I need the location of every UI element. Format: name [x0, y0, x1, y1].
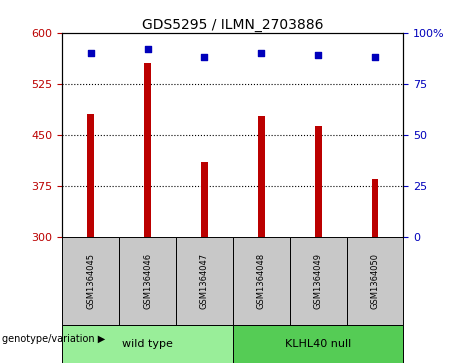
Bar — [233, 325, 403, 363]
Bar — [201, 162, 208, 237]
Bar — [315, 126, 321, 237]
Title: GDS5295 / ILMN_2703886: GDS5295 / ILMN_2703886 — [142, 18, 324, 32]
Bar — [372, 179, 378, 237]
Text: genotype/variation ▶: genotype/variation ▶ — [2, 334, 106, 344]
Text: wild type: wild type — [122, 339, 173, 349]
Text: GSM1364049: GSM1364049 — [313, 253, 323, 309]
Bar — [62, 325, 233, 363]
Bar — [144, 63, 151, 237]
Point — [314, 52, 322, 58]
Bar — [176, 237, 233, 325]
Bar — [87, 114, 94, 237]
Point — [258, 50, 265, 56]
Text: GSM1364050: GSM1364050 — [371, 253, 379, 309]
Point — [87, 50, 95, 56]
Text: KLHL40 null: KLHL40 null — [285, 339, 351, 349]
Text: GSM1364046: GSM1364046 — [143, 253, 152, 309]
Bar — [233, 237, 290, 325]
Point — [371, 54, 378, 60]
Bar — [347, 237, 403, 325]
Text: GSM1364045: GSM1364045 — [86, 253, 95, 309]
Text: GSM1364048: GSM1364048 — [257, 253, 266, 309]
Bar — [290, 237, 347, 325]
Point — [144, 46, 151, 52]
Point — [201, 54, 208, 60]
Bar — [258, 116, 265, 237]
Bar — [62, 237, 119, 325]
Bar — [119, 237, 176, 325]
Text: GSM1364047: GSM1364047 — [200, 253, 209, 309]
